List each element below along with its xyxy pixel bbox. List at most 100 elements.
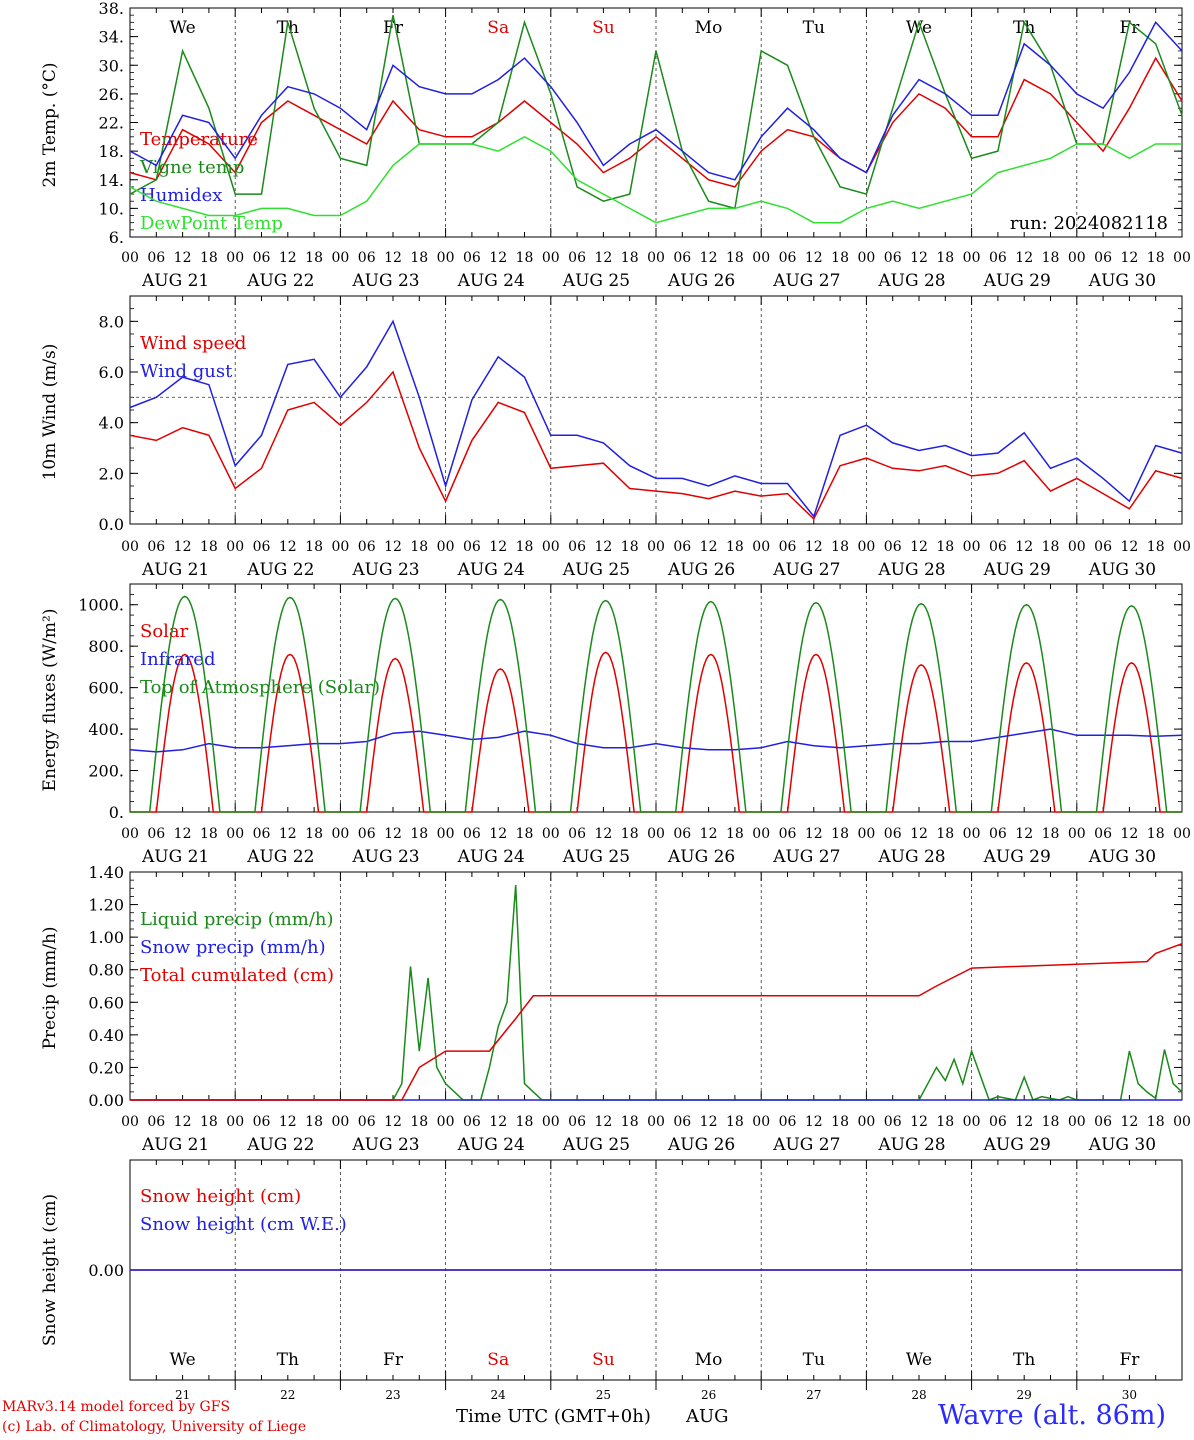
- date-label: AUG 27: [772, 560, 840, 580]
- day-abbr: Tu: [803, 1350, 825, 1370]
- legend-entry: Wind speed: [140, 333, 246, 354]
- hour-tick-label: 18: [726, 826, 744, 842]
- hour-tick-label: 12: [174, 250, 192, 266]
- date-label: AUG 26: [667, 560, 735, 580]
- hour-tick-label: 00: [857, 539, 875, 555]
- hour-tick-label: 06: [253, 826, 271, 842]
- y-tick-label: 200.: [88, 762, 124, 781]
- hour-tick-label: 12: [384, 539, 402, 555]
- hour-tick-label: 00: [437, 1114, 455, 1130]
- day-abbr: Th: [1013, 18, 1035, 38]
- legend-entry: Snow height (cm W.E.): [140, 1214, 347, 1235]
- day-abbr: Su: [592, 18, 615, 38]
- hour-tick-label: 06: [673, 1114, 691, 1130]
- y-tick-label: 10.: [99, 199, 124, 218]
- hour-tick-label: 18: [831, 250, 849, 266]
- date-label: AUG 25: [562, 1135, 630, 1155]
- hour-tick-label: 18: [305, 1114, 323, 1130]
- date-label: AUG 22: [246, 560, 314, 580]
- day-abbr: Sa: [487, 18, 509, 38]
- date-label: AUG 24: [457, 560, 525, 580]
- date-label: AUG 23: [351, 560, 419, 580]
- hour-tick-label: 06: [358, 826, 376, 842]
- hour-tick-label: 12: [910, 250, 928, 266]
- hour-tick-label: 12: [279, 250, 297, 266]
- series-line: [129, 370, 1183, 521]
- hour-tick-label: 12: [700, 826, 718, 842]
- day-abbr: Su: [592, 1350, 615, 1370]
- date-label: AUG 23: [351, 271, 419, 291]
- day-number: 30: [1122, 1388, 1137, 1402]
- hour-tick-label: 06: [463, 250, 481, 266]
- hour-tick-label: 00: [647, 539, 665, 555]
- hour-tick-label: 00: [542, 539, 560, 555]
- hour-tick-label: 06: [673, 826, 691, 842]
- day-abbr: Mo: [695, 1350, 723, 1370]
- y-axis-label: Snow height (cm): [40, 1194, 60, 1346]
- y-tick-label: 38.: [99, 0, 124, 18]
- day-number: 25: [596, 1388, 611, 1402]
- hour-tick-label: 18: [516, 826, 534, 842]
- hour-tick-label: 00: [1173, 250, 1191, 266]
- hour-tick-label: 00: [752, 250, 770, 266]
- date-label: AUG 24: [457, 847, 525, 867]
- day-abbr: Fr: [383, 18, 404, 38]
- y-tick-label: 8.0: [99, 312, 124, 331]
- hour-tick-label: 06: [253, 250, 271, 266]
- run-annotation: run: 2024082118: [1010, 213, 1168, 234]
- y-tick-label: 1000.: [78, 596, 124, 615]
- hour-tick-label: 06: [884, 826, 902, 842]
- date-label: AUG 28: [877, 271, 945, 291]
- hour-tick-label: 12: [1120, 539, 1138, 555]
- hour-tick-label: 12: [1015, 826, 1033, 842]
- legend-entry: Liquid precip (mm/h): [140, 909, 334, 930]
- hour-tick-label: 12: [594, 539, 612, 555]
- y-tick-label: 0.60: [88, 993, 124, 1012]
- location-label: Wavre (alt. 86m): [938, 1400, 1166, 1431]
- day-abbr: Fr: [1119, 1350, 1140, 1370]
- hour-tick-label: 06: [779, 1114, 797, 1130]
- hour-tick-label: 00: [647, 250, 665, 266]
- hour-tick-label: 18: [1147, 826, 1165, 842]
- hour-tick-label: 06: [147, 826, 165, 842]
- hour-tick-label: 12: [279, 539, 297, 555]
- y-tick-label: 6.: [109, 228, 124, 247]
- lab-credit: (c) Lab. of Climatology, University of L…: [2, 1419, 307, 1435]
- hour-tick-label: 00: [752, 826, 770, 842]
- day-number: 23: [385, 1388, 400, 1402]
- y-tick-label: 4.0: [99, 414, 124, 433]
- x-axis-label: Time UTC (GMT+0h): [456, 1406, 651, 1427]
- day-abbr: Mo: [695, 18, 723, 38]
- hour-tick-label: 06: [989, 826, 1007, 842]
- legend-entry: Temperature: [140, 129, 258, 150]
- series-line: [129, 15, 1183, 210]
- hour-tick-label: 06: [1094, 539, 1112, 555]
- y-tick-label: 0.20: [88, 1058, 124, 1077]
- x-axis-month: AUG: [686, 1406, 729, 1427]
- y-tick-label: 22.: [99, 114, 124, 133]
- hour-tick-label: 06: [884, 1114, 902, 1130]
- hour-tick-label: 00: [226, 250, 244, 266]
- hour-tick-label: 00: [437, 826, 455, 842]
- date-label: AUG 27: [772, 271, 840, 291]
- hour-tick-label: 06: [568, 1114, 586, 1130]
- hour-tick-label: 18: [200, 539, 218, 555]
- hour-tick-label: 00: [331, 250, 349, 266]
- hour-tick-label: 12: [805, 826, 823, 842]
- y-tick-label: 30.: [99, 56, 124, 75]
- hour-tick-label: 00: [1173, 1114, 1191, 1130]
- series-line: [129, 21, 1183, 181]
- date-label: AUG 21: [141, 560, 209, 580]
- hour-tick-label: 06: [463, 826, 481, 842]
- series-line: [130, 942, 1183, 1101]
- panel-5: 0.00 Snow height (cm) We 21 Th 22 Fr 23 Sa 24 Su 25…: [40, 1159, 1183, 1402]
- legend-entry: Snow precip (mm/h): [140, 937, 326, 958]
- hour-tick-label: 06: [989, 250, 1007, 266]
- date-label: AUG 21: [141, 1135, 209, 1155]
- hour-tick-label: 18: [621, 826, 639, 842]
- hour-tick-label: 12: [700, 539, 718, 555]
- legend-entry: Snow height (cm): [140, 1186, 301, 1207]
- series-line: [129, 56, 1183, 188]
- hour-tick-label: 00: [226, 826, 244, 842]
